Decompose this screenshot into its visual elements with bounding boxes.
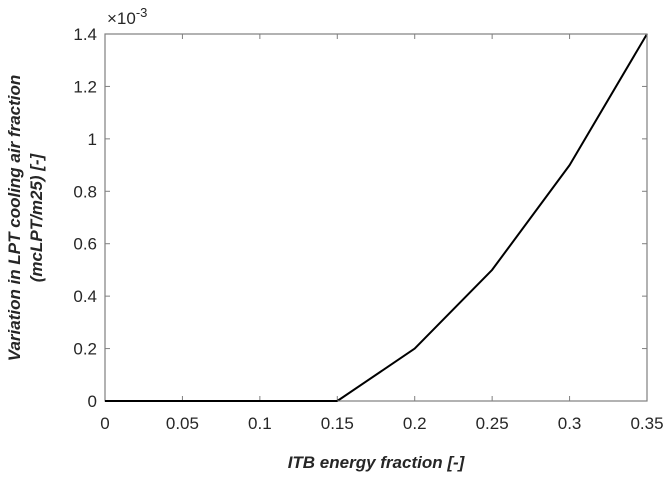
y-axis-label-line-2: (mcLPT/m25) [-] bbox=[27, 152, 46, 282]
x-tick-label: 0.35 bbox=[630, 414, 663, 433]
x-tick-label: 0.3 bbox=[558, 414, 582, 433]
y-tick-label: 0.6 bbox=[73, 235, 97, 254]
axes-frame bbox=[104, 33, 648, 402]
x-tick-label: 0.1 bbox=[248, 414, 272, 433]
y-tick-label: 1.4 bbox=[73, 25, 97, 44]
x-tick-label: 0.15 bbox=[321, 414, 354, 433]
y-tick-label: 0 bbox=[88, 392, 97, 411]
y-axis-ticks: 0 0.2 0.4 0.6 0.8 1 1.2 1.4 bbox=[73, 25, 647, 411]
y-tick-label: 1.2 bbox=[73, 77, 97, 96]
y-tick-label: 0.8 bbox=[73, 182, 97, 201]
x-tick-label: 0 bbox=[100, 414, 109, 433]
y-tick-label: 0.4 bbox=[73, 287, 97, 306]
x-tick-label: 0.05 bbox=[166, 414, 199, 433]
y-exponent-label: ×10-3 bbox=[107, 5, 147, 28]
series-layer bbox=[105, 33, 648, 402]
x-axis-label: ITB energy fraction [-] bbox=[288, 453, 466, 472]
y-axis-label: Variation in LPT cooling air fraction (m… bbox=[5, 75, 46, 362]
x-tick-label: 0.25 bbox=[476, 414, 509, 433]
y-axis-label-line-1: Variation in LPT cooling air fraction bbox=[5, 75, 24, 362]
data-line bbox=[105, 33, 648, 402]
x-tick-label: 0.2 bbox=[403, 414, 427, 433]
axes-box bbox=[104, 33, 648, 402]
y-tick-label: 1 bbox=[88, 130, 97, 149]
y-tick-label: 0.2 bbox=[73, 340, 97, 359]
x-axis-ticks: 0 0.05 0.1 0.15 0.2 0.25 0.3 0.35 bbox=[100, 34, 664, 433]
